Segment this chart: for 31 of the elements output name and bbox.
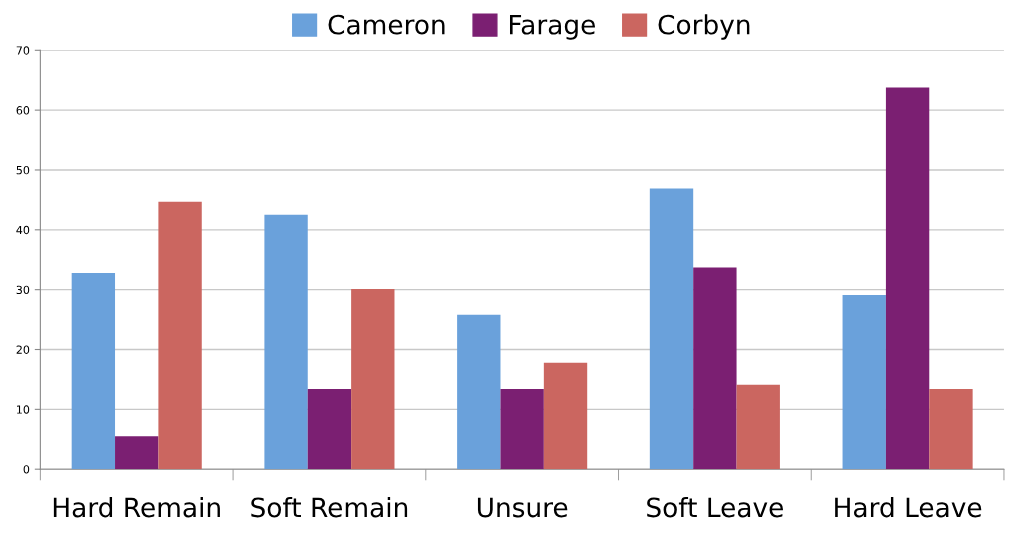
legend-label: Corbyn (658, 14, 750, 40)
bar (929, 389, 973, 470)
bar (543, 362, 588, 470)
x-tick-label: Soft Leave (647, 496, 783, 518)
bar (307, 389, 352, 470)
y-tick-label: 40 (16, 225, 30, 235)
bar (500, 389, 544, 470)
bar (115, 436, 159, 470)
x-tick-label: Hard Remain (53, 496, 220, 518)
bar (158, 201, 202, 470)
x-tick-label: Unsure (477, 497, 568, 518)
y-tick-label: 60 (16, 106, 30, 115)
y-tick-label: 10 (17, 405, 30, 414)
bar (736, 384, 780, 470)
y-tick-label: 30 (16, 285, 30, 295)
y-tick-label: 70 (16, 46, 30, 55)
legend-label: Cameron (328, 14, 445, 35)
bar (457, 314, 501, 470)
bar (649, 188, 694, 470)
x-tick-label: Hard Leave (835, 496, 982, 518)
legend-label: Farage (510, 15, 595, 40)
bar (693, 267, 737, 470)
y-tick-label: 0 (23, 465, 30, 474)
bar (842, 295, 886, 470)
bar (264, 214, 308, 470)
bar (885, 87, 930, 470)
bar (71, 272, 116, 470)
x-tick-label: Soft Remain (251, 496, 408, 518)
y-tick-label: 50 (16, 165, 30, 175)
y-tick-label: 20 (16, 345, 30, 354)
bar (351, 289, 395, 470)
